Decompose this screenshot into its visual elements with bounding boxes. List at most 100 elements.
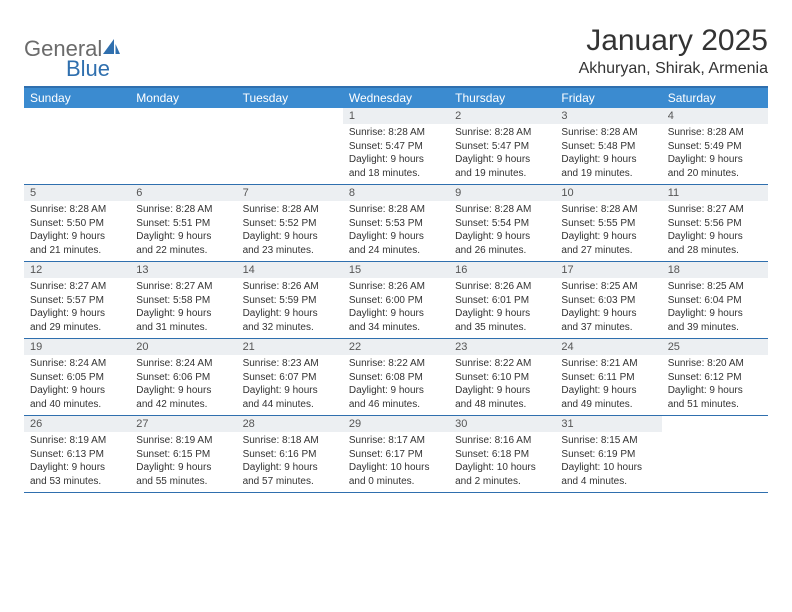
day-body: Sunrise: 8:16 AMSunset: 6:18 PMDaylight:… (449, 432, 555, 492)
day-number: 31 (555, 416, 661, 432)
sunrise-line: Sunrise: 8:28 AM (561, 204, 637, 215)
sunset-line: Sunset: 6:16 PM (243, 449, 317, 460)
daylight-line: Daylight: 9 hours and 53 minutes. (30, 462, 105, 487)
day-body: Sunrise: 8:25 AMSunset: 6:03 PMDaylight:… (555, 278, 661, 338)
day-cell (237, 108, 343, 184)
day-body: Sunrise: 8:23 AM Sunset: 6:07 PM Daylight:… (237, 355, 343, 415)
sunset-line: Sunset: 6:01 PM (455, 295, 529, 306)
day-number: 6 (130, 185, 236, 201)
sunset-line: Sunset: 6:07 PM (243, 372, 317, 383)
day-cell: 15Sunrise: 8:26 AMSunset: 6:00 PMDayligh… (343, 262, 449, 338)
day-body: Sunrise: 8:27 AMSunset: 5:57 PMDaylight:… (24, 278, 130, 338)
day-cell: 20Sunrise: 8:24 AMSunset: 6:06 PMDayligh… (130, 339, 236, 415)
day-body: Sunrise: 8:27 AMSunset: 5:58 PMDaylight:… (130, 278, 236, 338)
day-body: Sunrise: 8:28 AMSunset: 5:51 PMDaylight:… (130, 201, 236, 261)
day-cell: 28Sunrise: 8:18 AMSunset: 6:16 PMDayligh… (237, 416, 343, 492)
daylight-line: Daylight: 10 hours and 2 minutes. (455, 462, 536, 487)
day-cell: 25Sunrise: 8:20 AMSunset: 6:12 PMDayligh… (662, 339, 768, 415)
sunrise-line: Sunrise: 8:24 AM (30, 358, 106, 369)
day-number: 22 (343, 339, 449, 355)
day-body: Sunrise: 8:28 AMSunset: 5:49 PMDaylight:… (662, 124, 768, 184)
day-number: 18 (662, 262, 768, 278)
day-cell: 27Sunrise: 8:19 AMSunset: 6:15 PMDayligh… (130, 416, 236, 492)
daylight-line: Daylight: 9 hours and 20 minutes. (668, 154, 743, 179)
daylight-line: Daylight: 9 hours and 19 minutes. (455, 154, 530, 179)
day-number: 9 (449, 185, 555, 201)
day-cell: 29Sunrise: 8:17 AMSunset: 6:17 PMDayligh… (343, 416, 449, 492)
weekday-label: Monday (130, 88, 236, 108)
sunrise-line: Sunrise: 8:27 AM (668, 204, 744, 215)
day-cell: 1Sunrise: 8:28 AMSunset: 5:47 PMDaylight… (343, 108, 449, 184)
sunset-line: Sunset: 5:56 PM (668, 218, 742, 229)
day-number: 30 (449, 416, 555, 432)
calendar: SundayMondayTuesdayWednesdayThursdayFrid… (24, 86, 768, 493)
daylight-line: Daylight: 9 hours and 34 minutes. (349, 308, 424, 333)
daylight-line: Daylight: 9 hours and 44 minutes. (243, 385, 318, 410)
day-cell: 10Sunrise: 8:28 AMSunset: 5:55 PMDayligh… (555, 185, 661, 261)
logo-word-blue: Blue (24, 56, 110, 81)
day-number: 27 (130, 416, 236, 432)
daylight-line: Daylight: 9 hours and 23 minutes. (243, 231, 318, 256)
sunrise-line: Sunrise: 8:23 AM (243, 358, 319, 369)
daylight-line: Daylight: 9 hours and 24 minutes. (349, 231, 424, 256)
day-number: 1 (343, 108, 449, 124)
day-cell (24, 108, 130, 184)
daylight-line: Daylight: 9 hours and 22 minutes. (136, 231, 211, 256)
day-cell: 30Sunrise: 8:16 AMSunset: 6:18 PMDayligh… (449, 416, 555, 492)
sunrise-line: Sunrise: 8:27 AM (30, 281, 106, 292)
day-cell: 13Sunrise: 8:27 AMSunset: 5:58 PMDayligh… (130, 262, 236, 338)
day-cell: 17Sunrise: 8:25 AMSunset: 6:03 PMDayligh… (555, 262, 661, 338)
day-body: Sunrise: 8:28 AMSunset: 5:47 PMDaylight:… (449, 124, 555, 184)
sunrise-line: Sunrise: 8:19 AM (30, 435, 106, 446)
sunset-line: Sunset: 6:19 PM (561, 449, 635, 460)
day-number: 23 (449, 339, 555, 355)
sunrise-line: Sunrise: 8:27 AM (136, 281, 212, 292)
sunset-line: Sunset: 5:57 PM (30, 295, 104, 306)
day-body: Sunrise: 8:24 AMSunset: 6:05 PMDaylight:… (24, 355, 130, 415)
day-number: 4 (662, 108, 768, 124)
day-cell: 12Sunrise: 8:27 AMSunset: 5:57 PMDayligh… (24, 262, 130, 338)
sunset-line: Sunset: 5:59 PM (243, 295, 317, 306)
sunrise-line: Sunrise: 8:28 AM (30, 204, 106, 215)
sunset-line: Sunset: 6:03 PM (561, 295, 635, 306)
sunset-line: Sunset: 5:51 PM (136, 218, 210, 229)
sunset-line: Sunset: 5:49 PM (668, 141, 742, 152)
weekday-label: Wednesday (343, 88, 449, 108)
day-number: 12 (24, 262, 130, 278)
sunrise-line: Sunrise: 8:17 AM (349, 435, 425, 446)
daylight-line: Daylight: 9 hours and 26 minutes. (455, 231, 530, 256)
day-body: Sunrise: 8:19 AMSunset: 6:13 PMDaylight:… (24, 432, 130, 492)
day-cell: 4Sunrise: 8:28 AMSunset: 5:49 PMDaylight… (662, 108, 768, 184)
daylight-line: Daylight: 9 hours and 37 minutes. (561, 308, 636, 333)
day-cell: 11Sunrise: 8:27 AMSunset: 5:56 PMDayligh… (662, 185, 768, 261)
day-number: 11 (662, 185, 768, 201)
day-cell: 7Sunrise: 8:28 AMSunset: 5:52 PMDaylight… (237, 185, 343, 261)
day-number: 26 (24, 416, 130, 432)
daylight-line: Daylight: 9 hours and 35 minutes. (455, 308, 530, 333)
day-number: 8 (343, 185, 449, 201)
daylight-line: Daylight: 9 hours and 32 minutes. (243, 308, 318, 333)
location: Akhuryan, Shirak, Armenia (579, 60, 768, 78)
sunset-line: Sunset: 5:47 PM (349, 141, 423, 152)
sunset-line: Sunset: 5:52 PM (243, 218, 317, 229)
weekday-row: SundayMondayTuesdayWednesdayThursdayFrid… (24, 88, 768, 108)
day-cell: 16Sunrise: 8:26 AMSunset: 6:01 PMDayligh… (449, 262, 555, 338)
daylight-line: Daylight: 10 hours and 4 minutes. (561, 462, 642, 487)
sunset-line: Sunset: 6:10 PM (455, 372, 529, 383)
day-body: Sunrise: 8:28 AMSunset: 5:55 PMDaylight:… (555, 201, 661, 261)
sunrise-line: Sunrise: 8:26 AM (455, 281, 531, 292)
sunset-line: Sunset: 6:17 PM (349, 449, 423, 460)
day-cell: 23Sunrise: 8:22 AMSunset: 6:10 PMDayligh… (449, 339, 555, 415)
day-body: Sunrise: 8:21 AMSunset: 6:11 PMDaylight:… (555, 355, 661, 415)
sunrise-line: Sunrise: 8:19 AM (136, 435, 212, 446)
daylight-line: Daylight: 9 hours and 46 minutes. (349, 385, 424, 410)
day-cell: 8Sunrise: 8:28 AMSunset: 5:53 PMDaylight… (343, 185, 449, 261)
sunrise-line: Sunrise: 8:24 AM (136, 358, 212, 369)
daylight-line: Daylight: 9 hours and 55 minutes. (136, 462, 211, 487)
day-body: Sunrise: 8:22 AMSunset: 6:08 PMDaylight:… (343, 355, 449, 415)
sunset-line: Sunset: 5:54 PM (455, 218, 529, 229)
day-number: 21 (237, 339, 343, 355)
weekday-label: Saturday (662, 88, 768, 108)
day-number: 5 (24, 185, 130, 201)
day-body: Sunrise: 8:28 AMSunset: 5:52 PMDaylight:… (237, 201, 343, 261)
